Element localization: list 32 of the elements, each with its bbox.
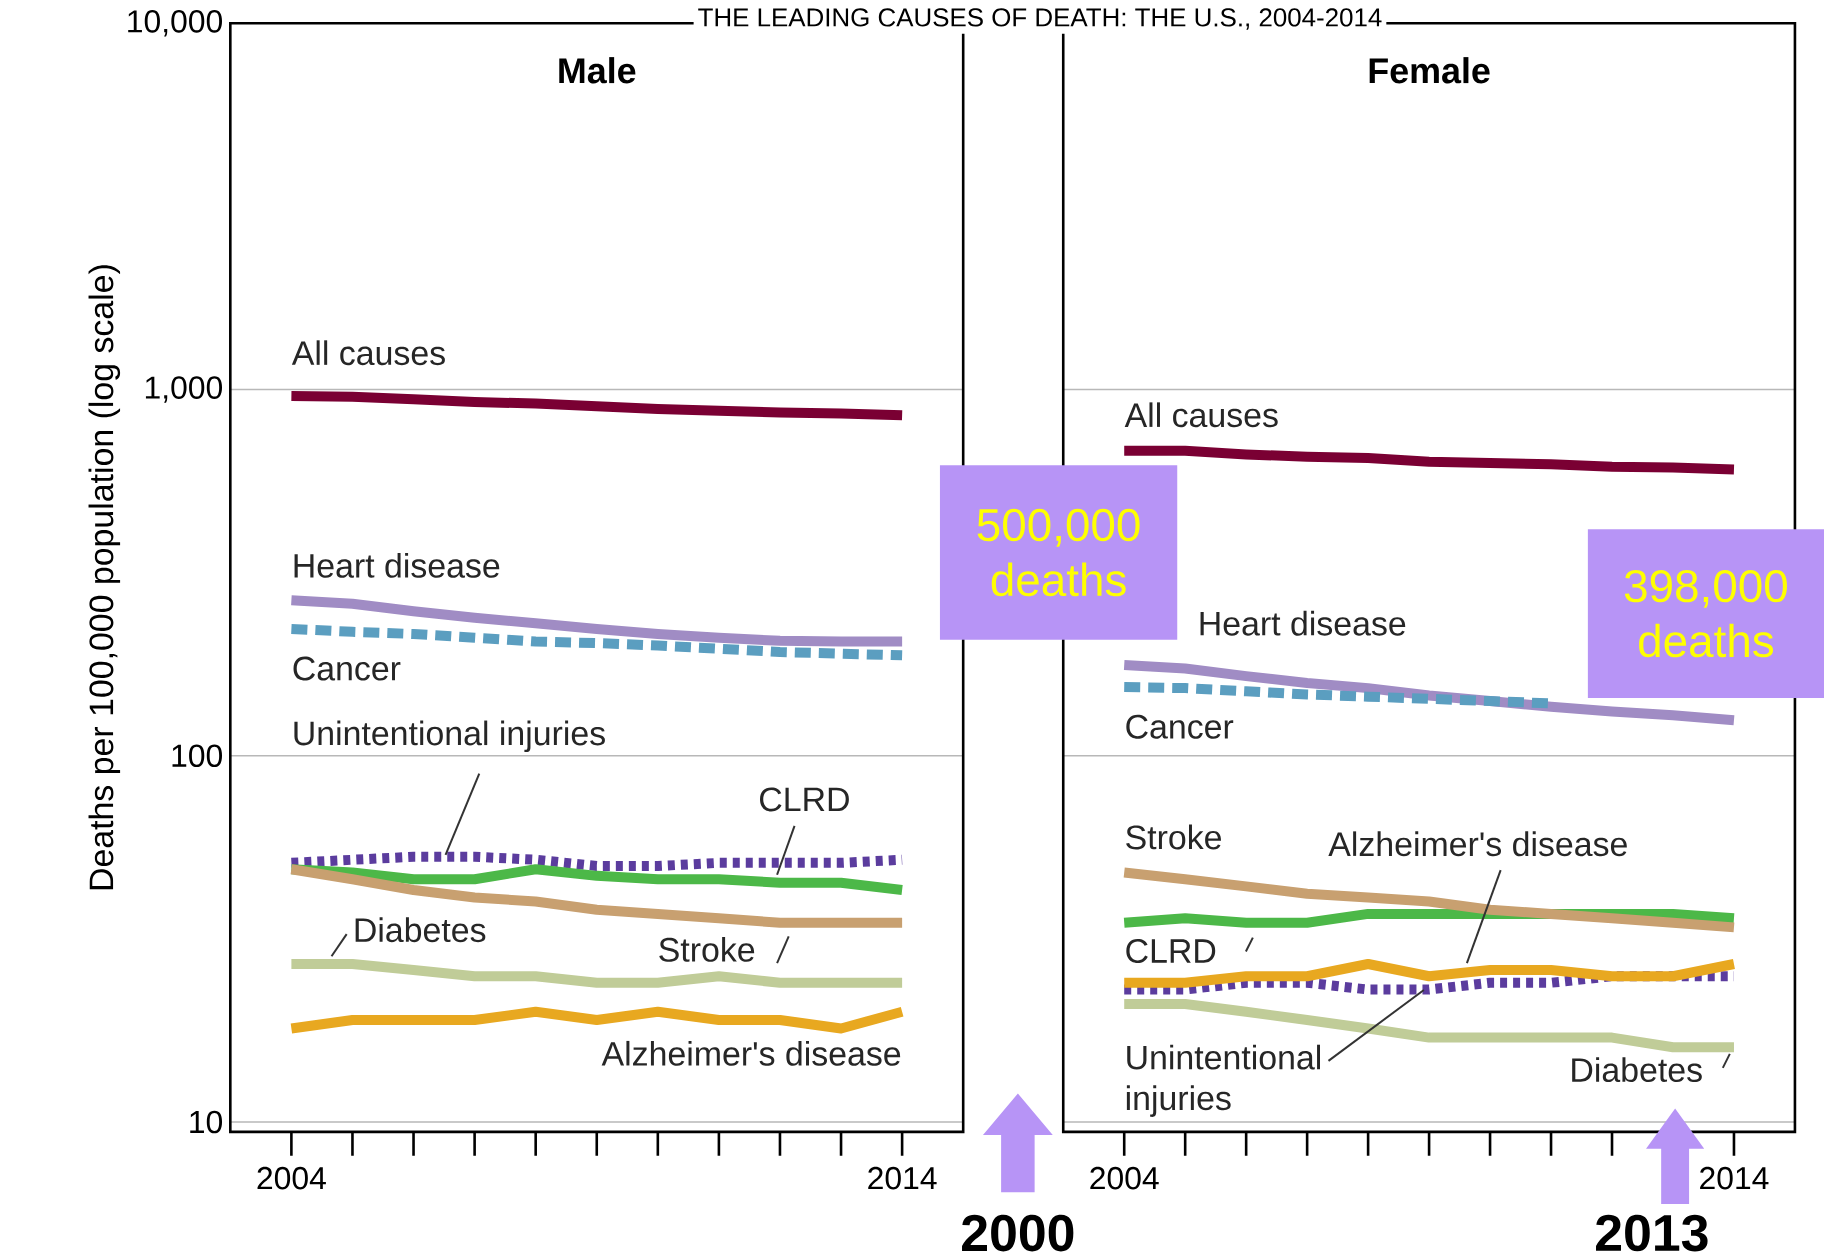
x-tick-label: 2004 xyxy=(1090,1166,1159,1190)
series-label: Cancer xyxy=(1126,714,1234,739)
series-label: Heart disease xyxy=(1200,610,1406,636)
series-label: All causes xyxy=(1124,402,1278,428)
text: CLRD xyxy=(760,787,849,812)
series-label: Unintentional injuries xyxy=(1126,1044,1321,1117)
text: THE LEADING CAUSES OF DEATH: THE U.S., 2004-2014 xyxy=(698,8,1382,30)
series-label: CLRD xyxy=(1126,939,1216,964)
annotation: 398,000 deaths xyxy=(1624,569,1787,658)
text: Female xyxy=(1369,57,1490,84)
x-tick-label: 2004 xyxy=(257,1166,326,1190)
series-label: Alzheimer's disease xyxy=(601,1040,901,1066)
text: 2000 xyxy=(962,1214,1074,1252)
series-label: Stroke xyxy=(1126,824,1222,850)
y-tick-label: 10 xyxy=(190,1110,223,1134)
y-tick-label: 100 xyxy=(172,744,223,768)
y-tick-label: 1,000 xyxy=(145,376,223,403)
series-label: Stroke xyxy=(659,936,755,962)
text: Alzheimer's disease xyxy=(1328,831,1627,857)
text: Unintentional injuries xyxy=(294,720,605,753)
series-label: Diabetes xyxy=(355,917,486,943)
series-label: Diabetes xyxy=(1572,1057,1702,1083)
y-tick-label: 10,000 xyxy=(128,10,222,37)
series-label: Cancer xyxy=(293,656,401,681)
x-tick-label: 2014 xyxy=(1700,1166,1769,1190)
series-label: Heart disease xyxy=(294,552,500,578)
x-tick-label: 2014 xyxy=(868,1166,937,1190)
y-axis-title: Deaths per 100,000 population (log scale) xyxy=(88,265,121,890)
series-label: All causes xyxy=(291,340,445,366)
text: 2013 xyxy=(1596,1214,1708,1252)
text: Male xyxy=(559,57,636,84)
annotation: 500,000 deaths xyxy=(977,508,1140,597)
